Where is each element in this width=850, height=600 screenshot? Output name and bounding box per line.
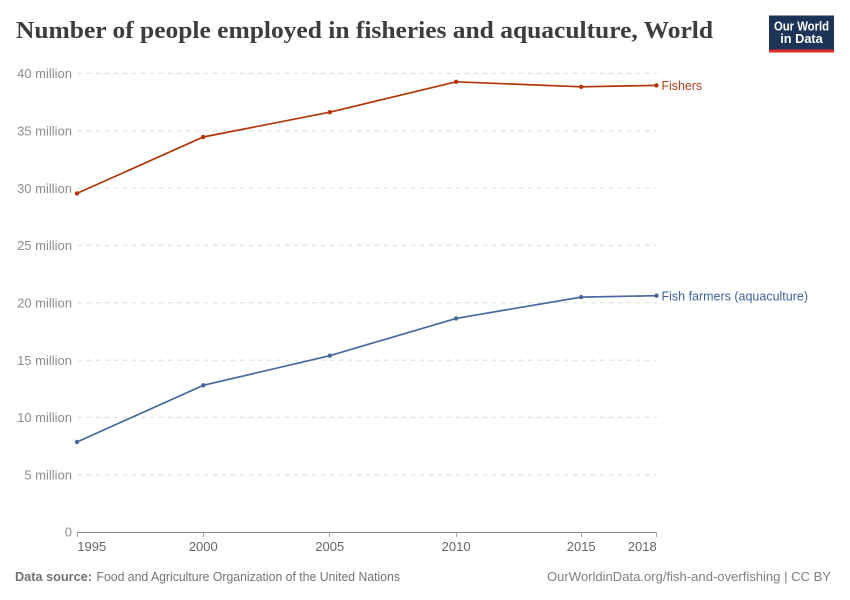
svg-text:in Data: in Data xyxy=(780,31,823,46)
svg-text:25 million: 25 million xyxy=(17,238,72,253)
svg-text:10 million: 10 million xyxy=(17,410,72,425)
svg-text:2005: 2005 xyxy=(315,539,344,554)
svg-text:2015: 2015 xyxy=(567,539,596,554)
svg-text:OurWorldinData.org/fish-and-ov: OurWorldinData.org/fish-and-overfishing … xyxy=(547,569,831,584)
svg-text:Fish farmers (aquaculture): Fish farmers (aquaculture) xyxy=(662,288,809,303)
svg-text:20 million: 20 million xyxy=(17,295,72,310)
svg-text:Fishers: Fishers xyxy=(662,78,703,93)
svg-text:15 million: 15 million xyxy=(17,353,72,368)
svg-text:Food and Agriculture Organizat: Food and Agriculture Organization of the… xyxy=(97,569,401,584)
svg-text:Our World: Our World xyxy=(774,18,829,33)
svg-text:Data source:: Data source: xyxy=(15,569,92,584)
svg-text:30 million: 30 million xyxy=(17,181,72,196)
svg-text:2000: 2000 xyxy=(189,539,218,554)
svg-text:35 million: 35 million xyxy=(17,123,72,138)
svg-text:2018: 2018 xyxy=(628,539,657,554)
svg-text:5 million: 5 million xyxy=(24,467,72,482)
svg-text:Number of people employed in f: Number of people employed in fisheries a… xyxy=(16,18,714,44)
svg-text:0: 0 xyxy=(65,525,72,540)
svg-text:40 million: 40 million xyxy=(17,66,72,81)
svg-text:2010: 2010 xyxy=(442,539,471,554)
svg-text:1995: 1995 xyxy=(77,539,106,554)
